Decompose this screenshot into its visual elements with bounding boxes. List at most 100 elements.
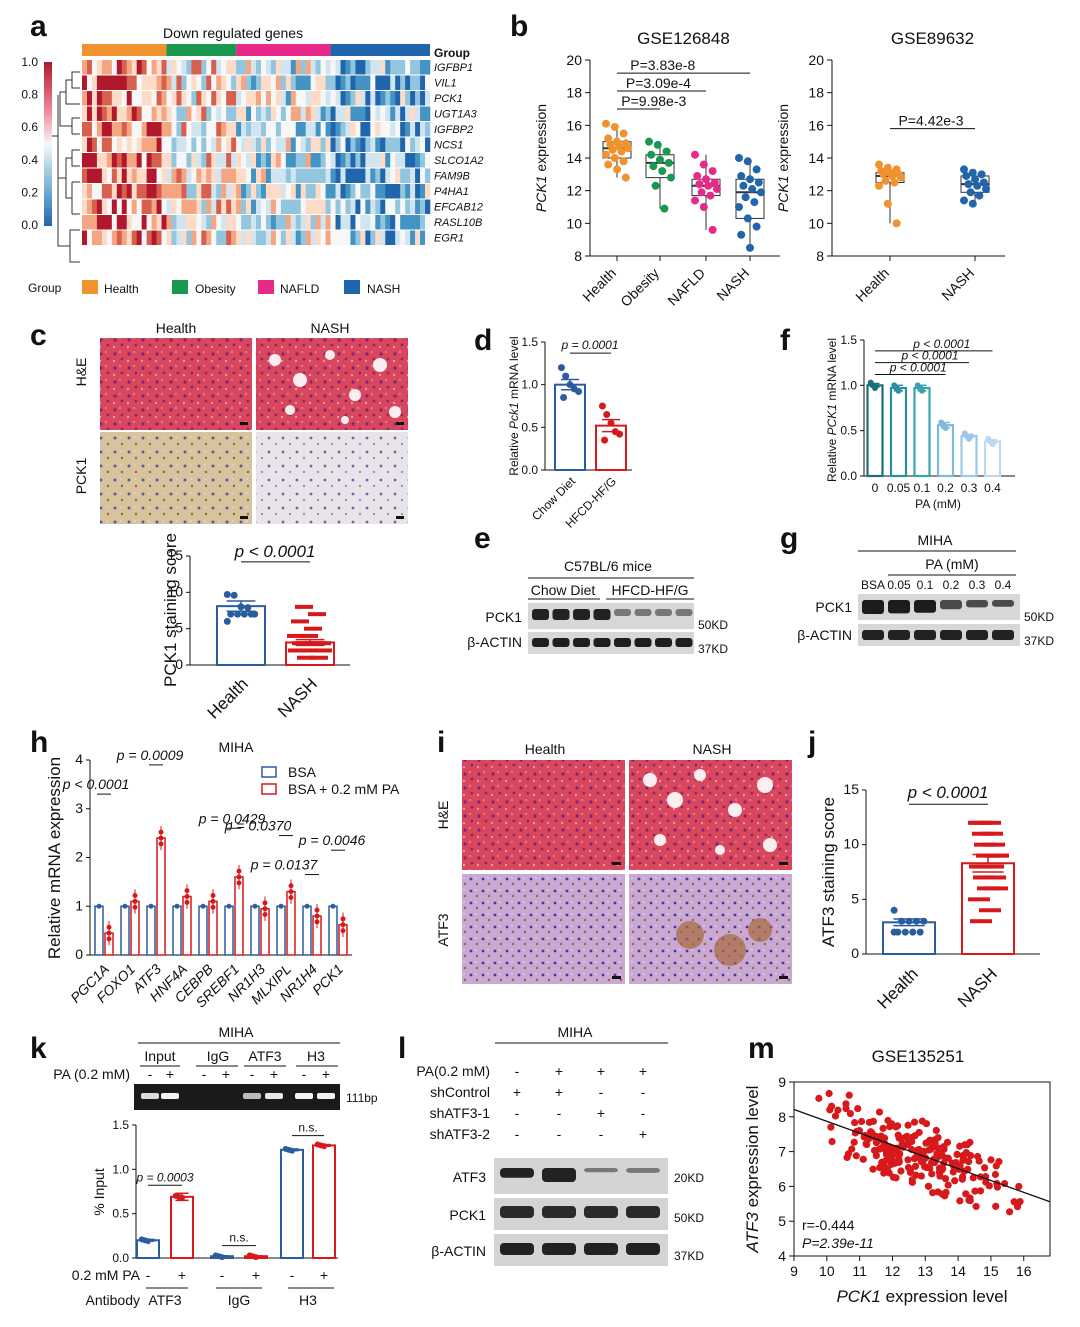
data-point — [667, 173, 675, 182]
western-blot-band-icon — [593, 638, 611, 647]
data-point — [920, 917, 928, 925]
heatmap-cell — [325, 75, 331, 90]
heatmap-cell — [275, 137, 282, 152]
y-tick-label: 2 — [75, 849, 83, 865]
heatmap-cell — [206, 230, 212, 245]
y-label-post: mRNA level — [507, 336, 521, 402]
heatmap-cell — [221, 137, 227, 152]
heatmap-cell — [191, 137, 197, 152]
heatmap-cell — [325, 230, 331, 245]
y-axis-label: ATF3 expression level — [743, 1086, 762, 1254]
heatmap-cell — [260, 230, 267, 245]
heatmap-title: Down regulated genes — [163, 25, 303, 41]
y-tick-label: 9 — [778, 1074, 786, 1090]
heatmap-cell — [300, 199, 307, 214]
heatmap-cell — [221, 106, 227, 121]
heatmap-cell — [385, 137, 391, 152]
panel-b: b GSE126848 20 18 16 14 12 10 8 PCK1 expression H… — [510, 10, 1005, 310]
scale-bar-icon — [612, 976, 621, 979]
data-point — [898, 917, 906, 925]
heatmap-cell — [315, 75, 321, 90]
chart-gse126848: GSE126848 20 18 16 14 12 10 8 PCK1 expression Hea… — [533, 29, 780, 310]
data-point — [890, 928, 898, 936]
data-point — [958, 1175, 966, 1183]
heatmap-cell — [186, 168, 192, 183]
heatmap-cell — [116, 199, 123, 214]
chart-atf3-vs-pck1: 9 10 11 12 13 14 15 16 9 8 7 6 5 4 r=-0.444 P=2.39e-11 A… — [743, 1074, 1051, 1306]
heatmap-cell — [290, 137, 297, 152]
heatmap-cell — [375, 122, 381, 137]
heatmap-cell — [315, 215, 321, 230]
heatmap-cell — [161, 184, 167, 199]
heatmap-cell — [241, 106, 247, 121]
heatmap-cell — [82, 230, 88, 245]
heatmap-cell — [101, 91, 108, 106]
data-point — [935, 1168, 944, 1176]
data-point — [953, 1150, 961, 1159]
nash-lipid-droplets — [269, 350, 401, 424]
heatmap-cell — [410, 60, 416, 75]
k-sign: + — [166, 1066, 174, 1082]
heatmap-cell — [256, 184, 262, 199]
heatmap-cell — [405, 91, 411, 106]
p-value-label: p = 0.0009 — [116, 747, 184, 763]
heatmap-cell — [405, 215, 411, 230]
heatmap-cell — [171, 91, 177, 106]
heatmap-cell — [82, 106, 88, 121]
x-tick-label: Health — [204, 674, 252, 722]
heatmap-cell — [221, 199, 227, 214]
scale-bar-icon — [240, 422, 248, 425]
heatmap-cell — [161, 153, 167, 168]
heatmap-cell — [325, 122, 331, 137]
heatmap-cell — [151, 168, 157, 183]
heatmap-cell — [355, 168, 361, 183]
panel-d: d 1.5 1.0 0.5 0.0 p = 0.0001 Relative Pck1 mR… — [474, 324, 632, 531]
heatmap-cell — [370, 75, 376, 90]
heatmap-cell — [285, 122, 292, 137]
y-tick-label: 4 — [75, 751, 83, 767]
bar — [94, 905, 104, 956]
heatmap-cell — [370, 184, 376, 199]
heatmap-cell — [360, 60, 366, 75]
x-tick-label: NASH — [938, 265, 977, 304]
heatmap-cell — [96, 122, 103, 137]
heatmap-cell — [166, 106, 172, 121]
heatmap-cell — [256, 153, 262, 168]
condition-sign: - — [515, 1063, 520, 1079]
heatmap-cell — [425, 91, 431, 106]
y-tick-label: 5 — [175, 620, 183, 636]
scale-bar-icon — [779, 862, 788, 865]
x-tick-label: 16 — [1016, 1263, 1032, 1279]
heatmap-cell — [380, 106, 386, 121]
heatmap-cell — [171, 122, 177, 137]
heatmap-cell — [166, 230, 172, 245]
y-tick-label: 15 — [843, 781, 859, 797]
heatmap-cell — [186, 91, 192, 106]
heatmap-cell — [415, 60, 421, 75]
panel-j: j 15 10 5 0 p < 0.0001 ATF3 staining score Hea… — [807, 726, 1040, 1013]
heatmap-cell — [241, 168, 247, 183]
heatmap-cell — [325, 153, 331, 168]
heatmap-cell — [355, 137, 361, 152]
data-point — [897, 1167, 905, 1175]
data-point — [894, 1131, 902, 1139]
bar — [170, 1195, 194, 1259]
heatmap-cell — [176, 122, 182, 137]
legend-swatch-obesity — [172, 280, 188, 294]
heatmap-cell — [420, 75, 426, 90]
heatmap-cell — [181, 215, 187, 230]
data-point — [624, 144, 632, 153]
data-point — [975, 191, 984, 200]
heatmap-cell — [325, 215, 331, 230]
data-point — [226, 903, 232, 909]
y-axis-label-rest: expression — [533, 104, 549, 176]
k-row-pa: 0.2 mM PA — [72, 1267, 141, 1283]
heatmap-cell — [320, 75, 326, 90]
heatmap-cell — [290, 106, 297, 121]
heatmap-cell — [111, 168, 118, 183]
data-point — [890, 906, 898, 914]
p-value-label: P=4.42e-3 — [899, 113, 964, 129]
heatmap-cell — [275, 122, 282, 137]
heatmap-cell — [111, 60, 118, 75]
heatmap-cell — [221, 60, 227, 75]
